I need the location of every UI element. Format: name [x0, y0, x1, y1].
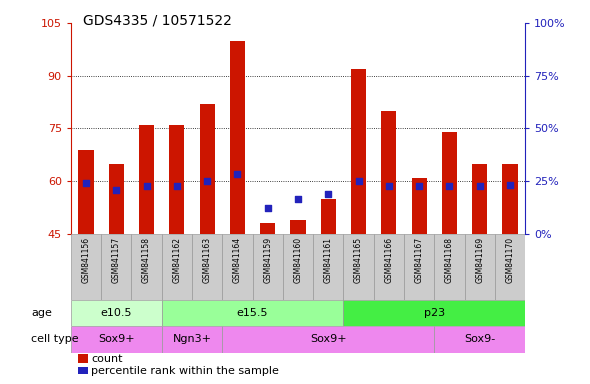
Text: GSM841166: GSM841166 — [384, 237, 394, 283]
Text: e10.5: e10.5 — [100, 308, 132, 318]
Text: GSM841162: GSM841162 — [172, 237, 181, 283]
Bar — [253, 234, 283, 300]
Point — [505, 182, 514, 188]
Bar — [162, 326, 222, 353]
Point — [475, 184, 484, 190]
Bar — [139, 125, 154, 234]
Bar — [71, 234, 101, 300]
Point — [142, 184, 151, 190]
Text: Sox9+: Sox9+ — [310, 334, 346, 344]
Text: Sox9-: Sox9- — [464, 334, 495, 344]
Text: e15.5: e15.5 — [237, 308, 268, 318]
Bar — [222, 326, 434, 353]
Point — [414, 184, 424, 190]
Bar — [343, 234, 373, 300]
Point — [384, 184, 394, 190]
Point — [232, 171, 242, 177]
Bar — [260, 223, 275, 234]
Text: cell type: cell type — [31, 334, 79, 344]
Point — [202, 178, 212, 184]
Bar — [230, 41, 245, 234]
Bar — [495, 234, 525, 300]
Bar — [78, 354, 87, 363]
Text: GSM841163: GSM841163 — [202, 237, 212, 283]
Bar — [109, 164, 124, 234]
Bar — [169, 125, 184, 234]
Text: GSM841164: GSM841164 — [233, 237, 242, 283]
Text: count: count — [91, 354, 123, 364]
Point — [81, 180, 91, 186]
Bar — [192, 234, 222, 300]
Text: GSM841168: GSM841168 — [445, 237, 454, 283]
Text: GDS4335 / 10571522: GDS4335 / 10571522 — [83, 13, 231, 27]
Bar — [290, 220, 306, 234]
Text: GSM841170: GSM841170 — [506, 237, 514, 283]
Bar — [373, 234, 404, 300]
Text: Sox9+: Sox9+ — [98, 334, 135, 344]
Text: GSM841161: GSM841161 — [324, 237, 333, 283]
Text: GSM841156: GSM841156 — [81, 237, 90, 283]
Bar — [502, 164, 517, 234]
Point — [112, 187, 121, 193]
Point — [445, 184, 454, 190]
Bar — [313, 234, 343, 300]
Point — [323, 190, 333, 197]
Bar — [132, 234, 162, 300]
Bar — [101, 234, 132, 300]
Text: age: age — [31, 308, 53, 318]
Bar — [162, 234, 192, 300]
Text: p23: p23 — [424, 308, 445, 318]
Bar — [320, 199, 336, 234]
Bar — [351, 69, 366, 234]
Text: GSM841167: GSM841167 — [415, 237, 424, 283]
Bar — [434, 326, 525, 353]
Point — [293, 196, 303, 202]
Text: Ngn3+: Ngn3+ — [172, 334, 211, 344]
Point — [172, 184, 182, 190]
Bar — [78, 150, 93, 234]
Text: GSM841169: GSM841169 — [475, 237, 484, 283]
Bar — [343, 300, 525, 326]
Bar — [71, 300, 162, 326]
Bar — [71, 326, 162, 353]
Text: GSM841158: GSM841158 — [142, 237, 151, 283]
Bar — [283, 234, 313, 300]
Text: GSM841157: GSM841157 — [112, 237, 121, 283]
Bar — [381, 111, 396, 234]
Bar — [162, 300, 343, 326]
Text: GSM841160: GSM841160 — [293, 237, 303, 283]
Bar — [434, 234, 464, 300]
Bar — [442, 132, 457, 234]
Point — [263, 205, 273, 211]
Text: GSM841159: GSM841159 — [263, 237, 272, 283]
Text: GSM841165: GSM841165 — [354, 237, 363, 283]
Bar — [222, 234, 253, 300]
Bar — [464, 234, 495, 300]
Text: percentile rank within the sample: percentile rank within the sample — [91, 366, 279, 376]
Point — [354, 178, 363, 184]
Bar — [411, 178, 427, 234]
Bar — [472, 164, 487, 234]
Bar — [199, 104, 215, 234]
Bar — [78, 367, 87, 374]
Bar — [404, 234, 434, 300]
